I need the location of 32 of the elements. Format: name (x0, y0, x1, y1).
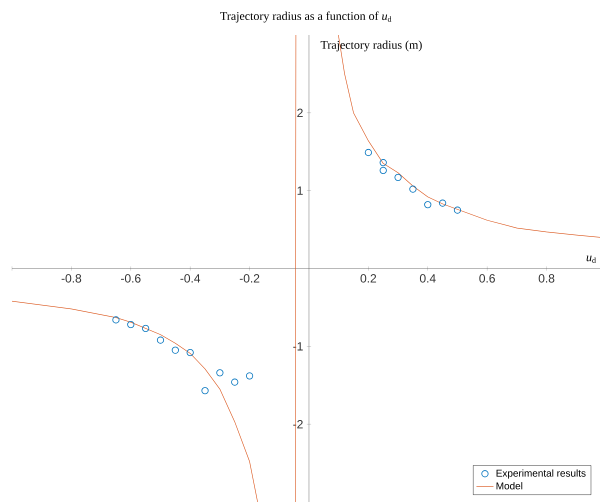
point (216, 369, 224, 376)
point (172, 346, 179, 354)
point (186, 348, 194, 356)
legend-label: Experimental results (496, 469, 586, 479)
point (201, 387, 209, 394)
x-tick-label: 0.4 (420, 274, 436, 283)
x-tick-label: -0.6 (121, 274, 141, 283)
point (112, 316, 120, 324)
point (142, 324, 150, 332)
point (127, 320, 134, 328)
point (380, 159, 387, 166)
x-axis-title: u$_{d}$ (586, 256, 596, 263)
point (364, 148, 372, 156)
point (424, 201, 432, 208)
point (156, 336, 164, 344)
point (394, 174, 402, 182)
point (454, 206, 462, 214)
y-tick-label: 2 (297, 108, 303, 118)
x-tick-label: -0.8 (62, 274, 82, 283)
x-tick-label: 0.6 (479, 274, 495, 283)
point (246, 372, 254, 380)
point (409, 186, 417, 193)
x-tick-label: -0.2 (240, 274, 260, 283)
y-tick-label: 1 (298, 186, 303, 195)
point (231, 378, 238, 386)
point (380, 166, 387, 174)
x-tick-label: 0.8 (538, 274, 554, 283)
x-tick-label: -0.4 (180, 274, 200, 283)
legend-label: Model (496, 482, 522, 490)
chart-title: Trajectory radius as a function of u$_{d}$ (220, 12, 392, 23)
point (439, 200, 446, 207)
x-tick-label: 0.2 (360, 274, 376, 283)
